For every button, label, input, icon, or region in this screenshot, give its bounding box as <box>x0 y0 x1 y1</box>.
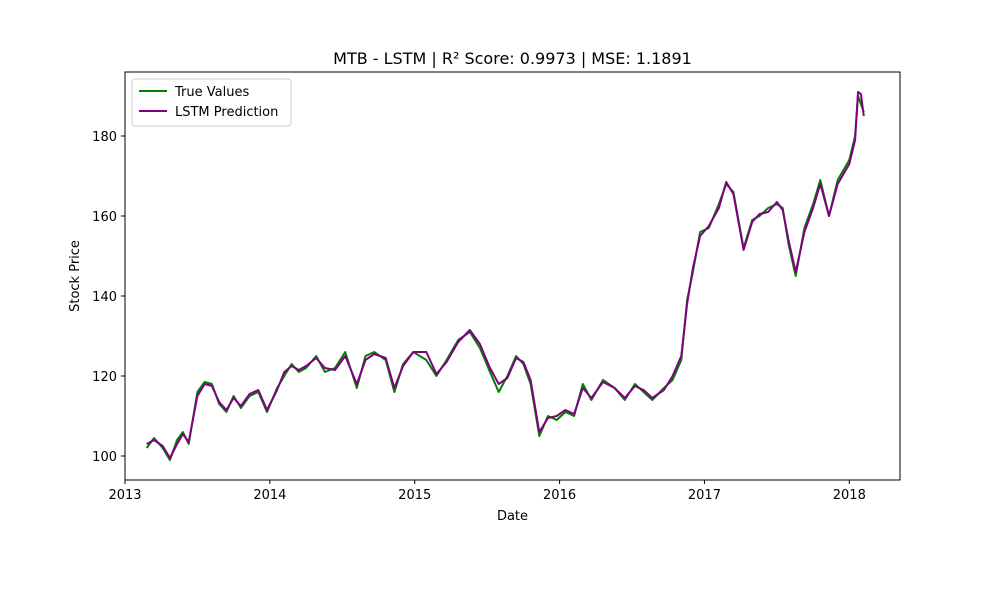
legend-label: True Values <box>174 85 249 100</box>
y-tick-label: 120 <box>92 370 117 385</box>
plot-frame <box>124 71 901 481</box>
series-line-lstm-prediction <box>146 91 865 459</box>
y-tick-label: 160 <box>92 210 117 225</box>
legend: True Values LSTM Prediction <box>131 78 292 127</box>
y-axis-label: Stock Price <box>68 240 83 312</box>
legend-box <box>131 78 292 127</box>
x-axis: 2013 2014 2015 2016 2017 2018 <box>108 480 866 503</box>
legend-label: LSTM Prediction <box>175 105 278 120</box>
y-axis: 100 120 140 160 180 <box>92 130 125 465</box>
x-axis-label: Date <box>497 509 528 524</box>
x-tick-label: 2015 <box>398 488 431 503</box>
y-tick-label: 100 <box>92 450 117 465</box>
x-tick-label: 2017 <box>688 488 721 503</box>
series-layer <box>145 91 865 461</box>
chart-title: MTB - LSTM | R² Score: 0.9973 | MSE: 1.1… <box>333 49 692 68</box>
x-tick-label: 2016 <box>543 488 576 503</box>
x-tick-label: 2013 <box>108 488 141 503</box>
x-tick-label: 2014 <box>253 488 286 503</box>
y-tick-label: 180 <box>92 130 117 145</box>
x-tick-label: 2018 <box>833 488 866 503</box>
y-tick-label: 140 <box>92 290 117 305</box>
